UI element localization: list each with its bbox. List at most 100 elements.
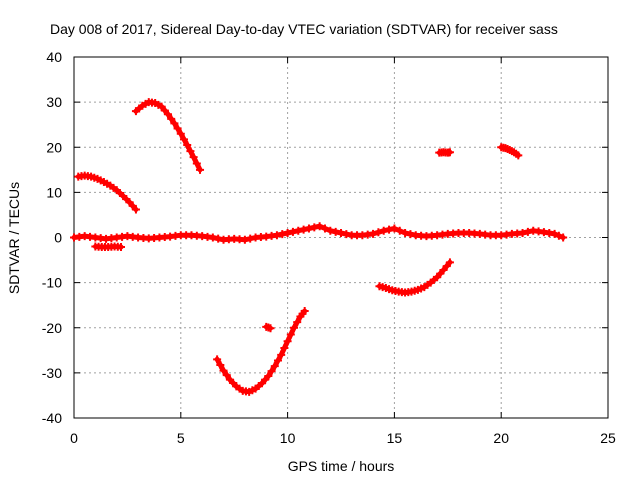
data-point xyxy=(167,114,176,123)
data-point xyxy=(401,228,410,237)
x-tick-label: 20 xyxy=(493,430,509,446)
data-point xyxy=(160,106,169,115)
data-point xyxy=(183,140,192,149)
data-point xyxy=(417,284,426,293)
data-point xyxy=(115,189,124,198)
data-point xyxy=(390,224,399,233)
ticks xyxy=(73,56,609,419)
data-point xyxy=(283,337,292,346)
data-point xyxy=(196,165,205,174)
data-point xyxy=(273,356,282,365)
data-point xyxy=(442,262,451,271)
data-point xyxy=(337,228,345,237)
data-point xyxy=(235,235,244,244)
data-point xyxy=(278,230,287,239)
series-segment-g xyxy=(435,148,454,157)
data-point xyxy=(299,225,308,234)
data-point xyxy=(491,231,500,240)
data-point xyxy=(86,232,95,241)
data-marks xyxy=(70,98,568,396)
data-point xyxy=(118,232,127,241)
series-arc-h xyxy=(497,143,523,160)
data-point xyxy=(363,230,372,239)
data-point xyxy=(219,366,228,375)
data-point xyxy=(326,226,335,235)
data-point xyxy=(75,232,84,241)
data-point xyxy=(216,360,225,369)
data-point xyxy=(254,381,263,390)
data-point xyxy=(192,231,201,240)
data-point xyxy=(189,153,198,162)
data-point xyxy=(310,223,319,232)
data-point xyxy=(423,280,432,289)
data-point xyxy=(391,286,400,295)
data-point xyxy=(459,228,468,237)
data-point xyxy=(481,230,490,239)
data-point xyxy=(182,231,191,240)
data-point xyxy=(267,231,276,240)
x-tick-label: 5 xyxy=(177,430,185,446)
data-point xyxy=(353,231,362,240)
data-point xyxy=(395,226,404,235)
data-point xyxy=(270,362,279,371)
data-point xyxy=(180,135,189,144)
data-point xyxy=(222,371,231,380)
data-point xyxy=(554,231,563,240)
series-arc-f xyxy=(375,258,454,297)
y-tick-label: -40 xyxy=(42,410,62,426)
data-point xyxy=(438,230,447,239)
x-tick-label: 25 xyxy=(600,430,616,446)
data-point xyxy=(224,235,233,244)
data-point xyxy=(107,234,116,243)
y-tick-label: -10 xyxy=(42,275,62,291)
series-arc-d xyxy=(213,307,309,396)
data-point xyxy=(122,195,131,204)
tick-labels: 0 5 10 15 20 25 -40 -30 -20 -10 0 10 20 30 40 xyxy=(42,49,616,446)
data-point xyxy=(248,386,257,395)
data-point xyxy=(147,98,156,107)
data-point xyxy=(523,227,532,236)
data-point xyxy=(90,173,99,182)
data-point xyxy=(294,226,303,235)
data-point xyxy=(139,233,148,242)
chart-title: Day 008 of 2017, Sidereal Day-to-day VTE… xyxy=(50,21,558,37)
grid xyxy=(74,57,608,418)
data-point xyxy=(385,285,394,294)
data-point xyxy=(378,283,387,292)
data-point xyxy=(113,242,122,251)
data-point xyxy=(436,269,445,278)
data-point xyxy=(176,129,185,138)
data-point xyxy=(288,227,297,236)
data-point xyxy=(135,104,144,113)
data-point xyxy=(96,234,105,243)
data-point xyxy=(128,232,137,241)
data-point xyxy=(170,119,179,128)
series-segment-b xyxy=(91,242,125,251)
data-point xyxy=(96,176,105,185)
data-point xyxy=(429,275,438,284)
y-tick-label: 10 xyxy=(46,184,62,200)
data-point xyxy=(293,318,302,327)
x-tick-label: 15 xyxy=(387,430,403,446)
data-point xyxy=(304,224,313,233)
data-point xyxy=(410,286,419,295)
data-point xyxy=(545,228,554,237)
data-point xyxy=(267,367,276,376)
data-point xyxy=(192,159,201,168)
data-point xyxy=(298,309,307,318)
y-tick-label: 20 xyxy=(46,139,62,155)
data-point xyxy=(290,323,299,332)
data-point xyxy=(141,99,150,108)
x-tick-label: 10 xyxy=(280,430,296,446)
y-tick-label: 0 xyxy=(54,230,62,246)
data-point xyxy=(171,231,180,240)
data-point xyxy=(214,234,223,243)
data-point xyxy=(261,375,270,384)
data-point xyxy=(331,227,340,236)
data-point xyxy=(444,148,453,157)
data-point xyxy=(229,379,238,388)
data-point xyxy=(404,288,413,297)
series-baseline xyxy=(70,222,568,244)
data-point xyxy=(128,201,137,210)
